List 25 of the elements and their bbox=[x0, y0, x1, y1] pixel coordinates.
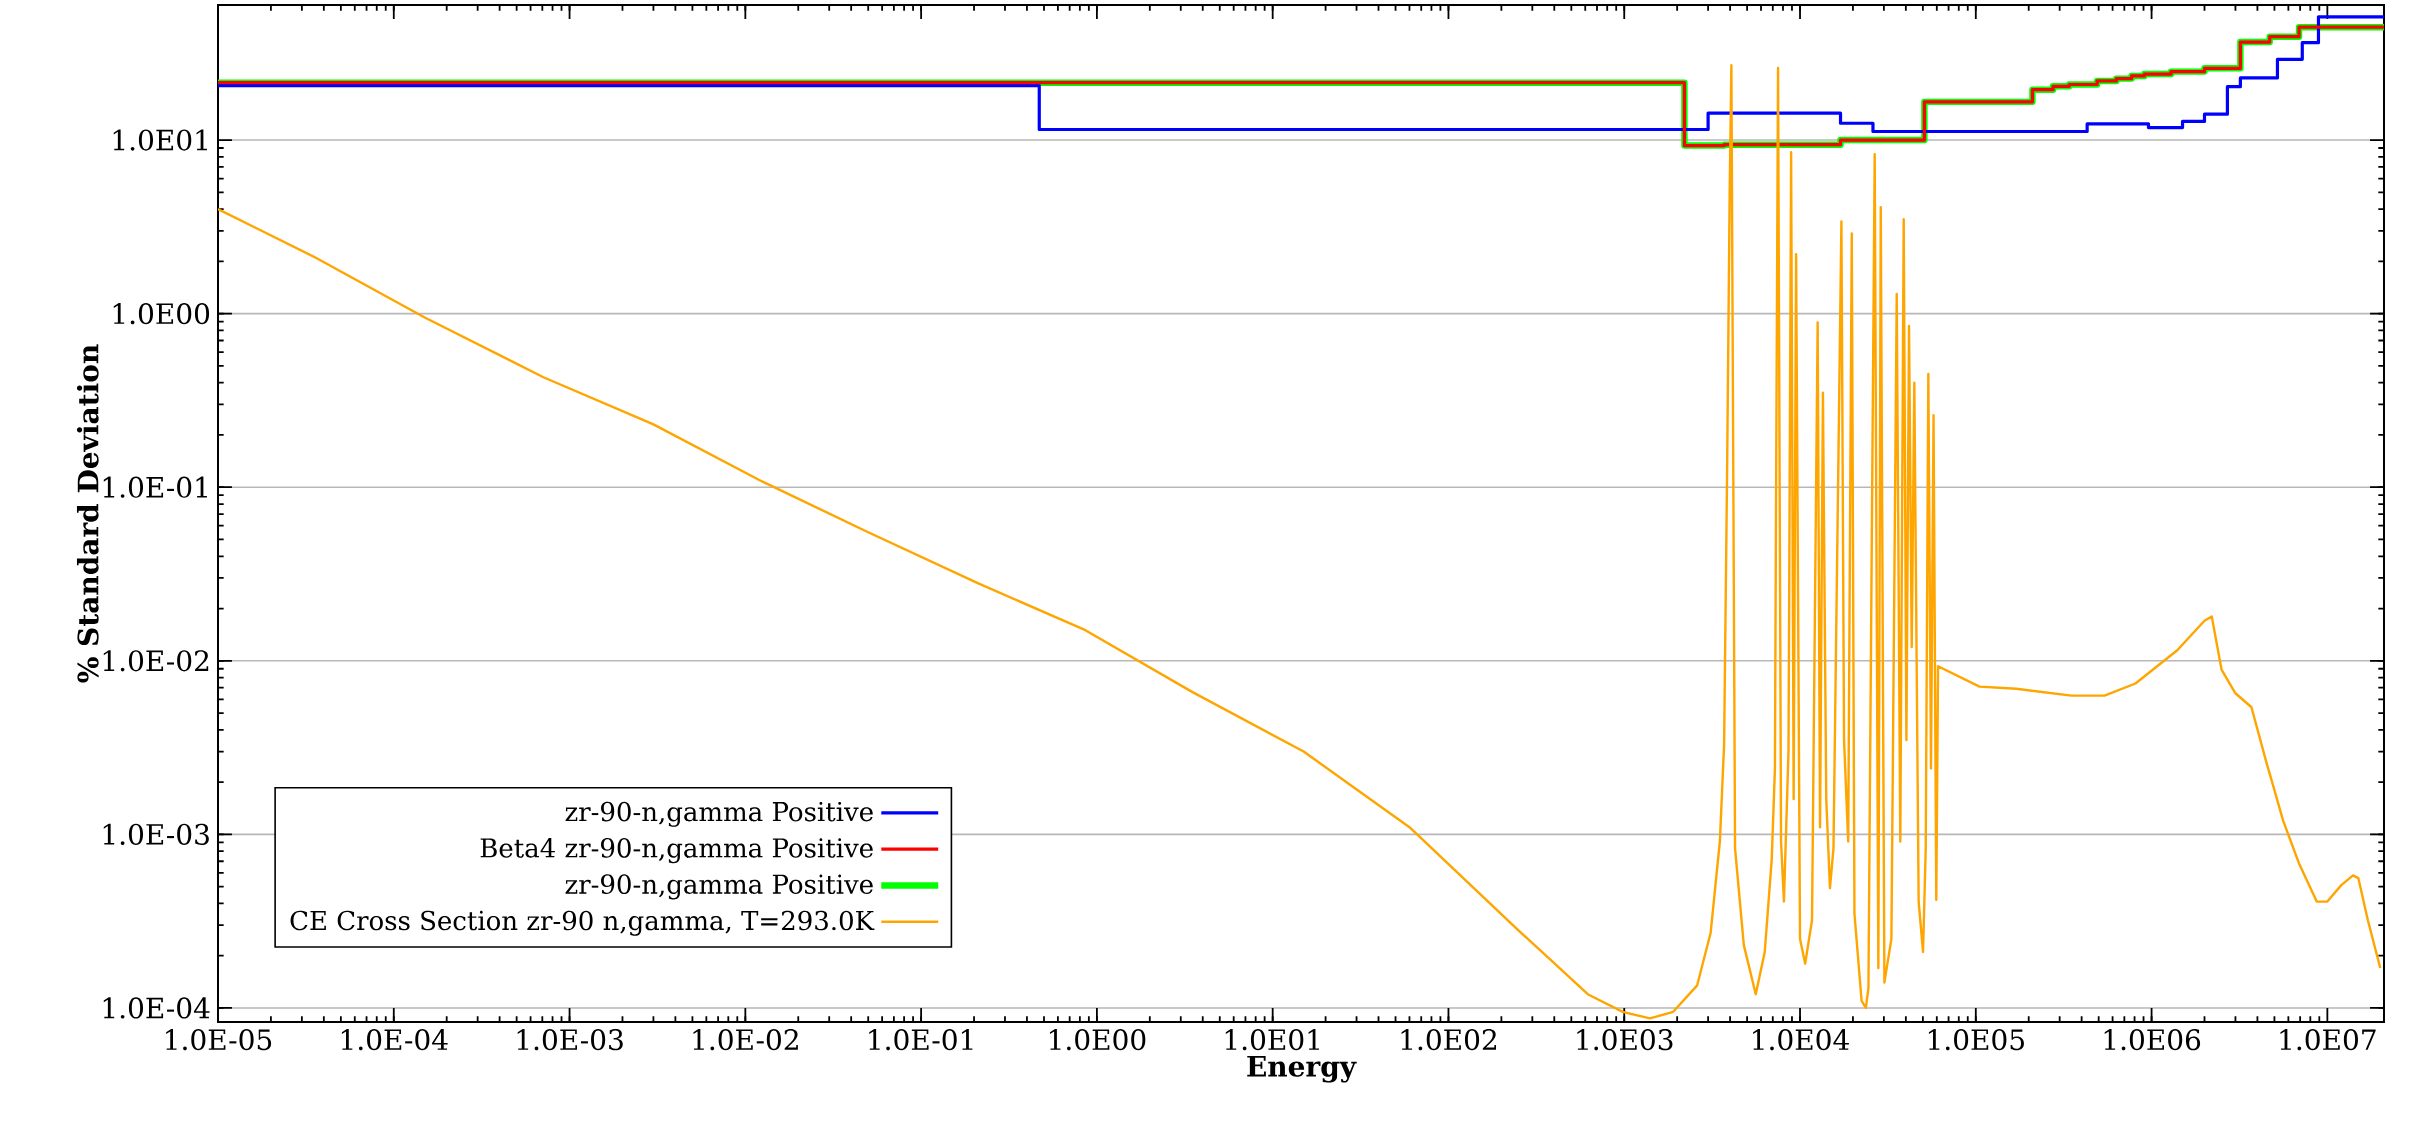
x-tick-label: 1.0E-05 bbox=[166, 1029, 272, 1051]
x-tick-label: 1.0E-01 bbox=[869, 1029, 973, 1051]
x-tick-label: 1.0E-02 bbox=[693, 1029, 798, 1051]
x-tick-label: 1.0E05 bbox=[1928, 1029, 2024, 1051]
x-tick-label: 1.0E-03 bbox=[517, 1029, 623, 1051]
y-tick-label: 1.0E01 bbox=[113, 129, 207, 151]
x-tick-label: 1.0E04 bbox=[1753, 1029, 1849, 1051]
x-tick-label: 1.0E00 bbox=[1050, 1029, 1146, 1051]
y-tick-label: 1.0E-04 bbox=[103, 997, 210, 1019]
legend-label: CE Cross Section zr-90 n,gamma, T=293.0K bbox=[290, 910, 875, 936]
legend-label: zr-90-n,gamma Positive bbox=[565, 801, 873, 827]
y-tick-label: 1.0E-01 bbox=[103, 476, 207, 498]
y-axis-title: % Standard Deviation bbox=[76, 344, 99, 683]
x-axis-title: Energy bbox=[1247, 1055, 1357, 1083]
legend-label: Beta4 zr-90-n,gamma Positive bbox=[480, 838, 873, 864]
y-tick-label: 1.0E-03 bbox=[103, 823, 209, 845]
x-tick-label: 1.0E07 bbox=[2280, 1029, 2376, 1051]
x-tick-label: 1.0E-04 bbox=[341, 1029, 448, 1051]
y-tick-label: 1.0E00 bbox=[113, 303, 210, 325]
x-tick-label: 1.0E01 bbox=[1225, 1029, 1319, 1051]
x-tick-label: 1.0E06 bbox=[2104, 1029, 2201, 1051]
y-tick-label: 1.0E-02 bbox=[103, 650, 209, 672]
legend-label: zr-90-n,gamma Positive bbox=[565, 874, 873, 900]
x-tick-label: 1.0E03 bbox=[1577, 1029, 1673, 1051]
x-tick-label: 1.0E02 bbox=[1401, 1029, 1497, 1051]
